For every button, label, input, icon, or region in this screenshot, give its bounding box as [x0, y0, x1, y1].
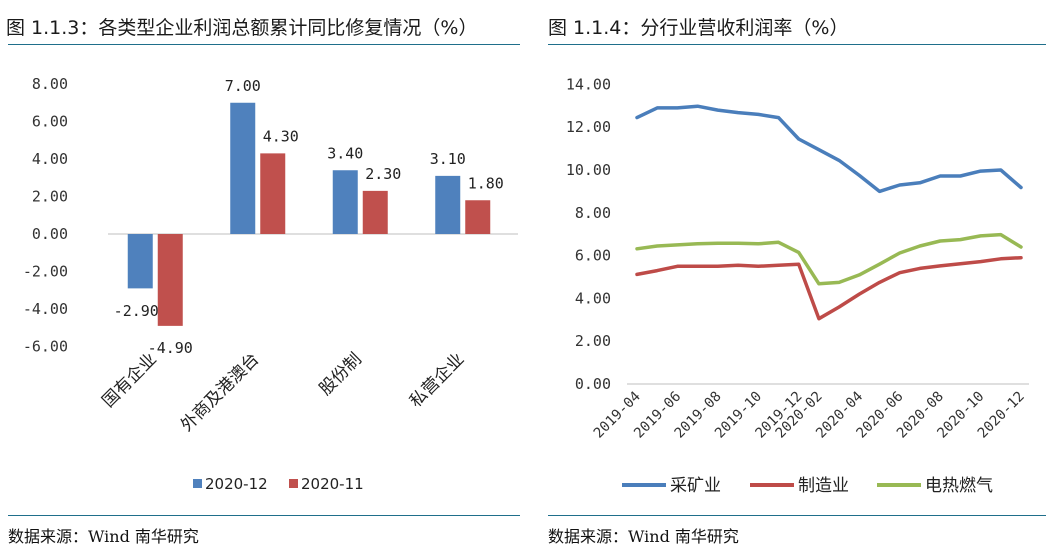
- data-label: 2.30: [365, 165, 401, 183]
- y-tick-label: 0.00: [575, 375, 611, 393]
- right-title-rule: [548, 44, 1046, 45]
- right-source-note: 数据来源：Wind 南华研究: [548, 527, 739, 546]
- bar-2020-11: [465, 200, 491, 234]
- y-tick-label: -4.00: [23, 300, 68, 318]
- y-tick-label: 6.00: [575, 247, 611, 265]
- left-chart-title: 图 1.1.3：各类型企业利润总额累计同比修复情况（%）: [6, 17, 478, 39]
- data-label: 7.00: [225, 77, 261, 95]
- right-footer-rule: [548, 515, 1046, 516]
- data-label: -4.90: [148, 339, 193, 357]
- y-tick-label: 12.00: [566, 118, 611, 136]
- series-line-采矿业: [635, 104, 1023, 194]
- y-tick-label: 10.00: [566, 161, 611, 179]
- x-category-label: 股份制: [316, 349, 366, 399]
- legend-label: 2020-11: [301, 475, 364, 493]
- bar-2020-12: [230, 102, 256, 234]
- y-tick-label: 4.00: [575, 289, 611, 307]
- right-line-chart: 0.002.004.006.008.0010.0012.0014.002019-…: [566, 75, 1029, 496]
- bar-2020-12: [332, 170, 358, 234]
- y-tick-label: -2.00: [23, 263, 68, 281]
- data-label: -2.90: [114, 302, 159, 320]
- y-tick-label: 6.00: [32, 113, 68, 131]
- bar-2020-12: [127, 234, 153, 289]
- legend-label: 2020-12: [205, 475, 268, 493]
- y-tick-label: -6.00: [23, 338, 68, 356]
- legend-swatch: [289, 479, 298, 488]
- data-label: 4.30: [263, 127, 299, 145]
- x-category-label: 私营企业: [406, 349, 468, 411]
- y-tick-label: 2.00: [575, 332, 611, 350]
- data-label: 3.40: [327, 144, 363, 162]
- left-footer-rule: [8, 515, 520, 516]
- y-tick-label: 8.00: [32, 75, 68, 93]
- y-tick-label: 2.00: [32, 188, 68, 206]
- x-category-label: 国有企业: [99, 349, 161, 411]
- bar-2020-12: [435, 175, 461, 234]
- y-tick-label: 0.00: [32, 225, 68, 243]
- y-tick-label: 4.00: [32, 150, 68, 168]
- legend-label: 电热燃气: [925, 476, 993, 496]
- bar-2020-11: [157, 234, 183, 326]
- data-label: 3.10: [430, 150, 466, 168]
- legend-label: 采矿业: [670, 476, 721, 496]
- left-title-rule: [8, 44, 520, 45]
- left-source-note: 数据来源：Wind 南华研究: [8, 527, 199, 546]
- y-tick-label: 14.00: [566, 75, 611, 93]
- series-line-电热燃气: [635, 232, 1023, 286]
- bar-2020-11: [362, 190, 388, 234]
- right-chart-title: 图 1.1.4：分行业营收利润率（%）: [548, 17, 849, 39]
- legend-swatch: [193, 479, 202, 488]
- y-tick-label: 8.00: [575, 204, 611, 222]
- data-label: 1.80: [468, 174, 504, 192]
- left-bar-chart: -6.00 -4.00 -2.00 0.00 2.00 4.00 6.00 8.00 -2.90…: [23, 75, 518, 493]
- series-line-制造业: [635, 255, 1023, 321]
- bar-2020-11: [260, 153, 286, 234]
- x-category-label: 外商及港澳台: [177, 349, 263, 435]
- legend-label: 制造业: [798, 476, 849, 496]
